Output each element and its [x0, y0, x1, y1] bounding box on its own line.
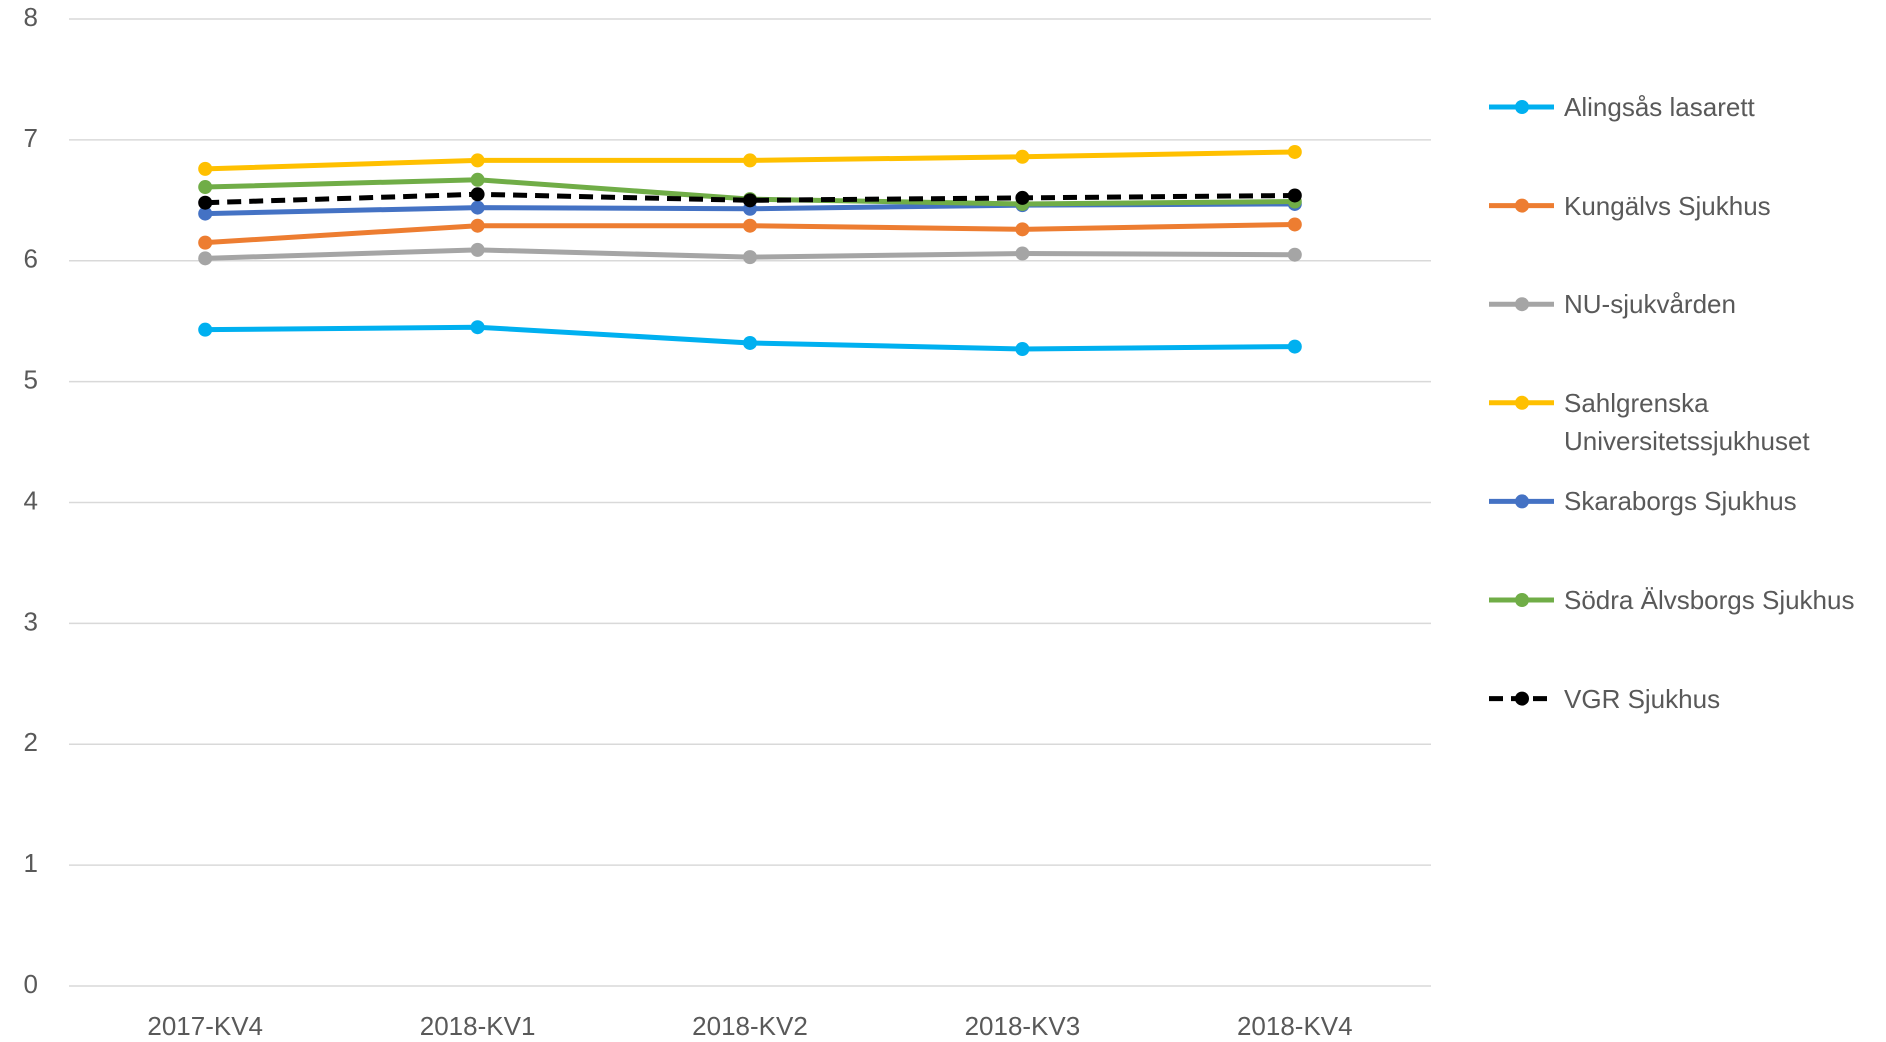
point [1287, 339, 1302, 354]
legend-label: Alingsås lasarett [1564, 92, 1755, 122]
x-tick-label: 2018-KV4 [1237, 1011, 1353, 1041]
point [1287, 144, 1302, 159]
legend-label: Skaraborgs Sjukhus [1564, 486, 1797, 517]
point [198, 161, 213, 176]
legend-label: Södra Älvsborgs Sjukhus [1564, 585, 1855, 615]
point [470, 187, 485, 202]
legend-marker [1515, 593, 1529, 607]
point [1015, 246, 1030, 261]
legend-marker [1515, 691, 1529, 706]
point [1015, 222, 1030, 237]
point [1287, 247, 1302, 262]
legend-marker [1515, 297, 1529, 312]
y-tick-label: 5 [24, 365, 38, 395]
point [1015, 190, 1030, 205]
point [743, 335, 757, 350]
x-tick-label: 2018-KV3 [965, 1011, 1081, 1041]
point [470, 242, 485, 257]
point [198, 195, 213, 210]
point [470, 218, 485, 233]
point [1287, 188, 1302, 203]
y-tick-label: 6 [24, 244, 38, 274]
legend-label: NU-sjukvården [1564, 289, 1736, 320]
series-line [205, 191, 1295, 206]
x-tick-label: 2017-KV4 [147, 1011, 263, 1041]
point [198, 206, 213, 221]
legend-marker [1515, 494, 1529, 509]
x-tick-label: 2018-KV2 [692, 1011, 808, 1041]
point [198, 322, 213, 337]
legend-label: Sahlgrenska Universitetssjukhuset [1564, 387, 1810, 456]
point [198, 180, 213, 195]
point [198, 235, 213, 250]
legend-marker [1515, 100, 1529, 114]
point [198, 251, 213, 266]
point [470, 320, 485, 335]
legend-marker [1515, 198, 1529, 213]
y-tick-label: 1 [24, 848, 38, 878]
legend-marker [1515, 395, 1529, 410]
point [1015, 149, 1030, 164]
y-tick-label: 0 [24, 969, 38, 999]
y-tick-label: 8 [24, 2, 38, 32]
y-tick-label: 2 [24, 727, 38, 757]
point [743, 193, 757, 208]
point [743, 153, 757, 168]
point [743, 218, 757, 233]
point [743, 250, 757, 265]
y-tick-label: 7 [24, 123, 38, 153]
point [1015, 341, 1030, 356]
point [470, 153, 485, 168]
point [1287, 217, 1302, 232]
y-tick-label: 4 [24, 485, 38, 515]
point [470, 200, 485, 215]
legend-label: Kungälvs Sjukhus [1564, 190, 1771, 221]
y-tick-label: 3 [24, 606, 38, 636]
point [470, 172, 485, 187]
x-tick-label: 2018-KV1 [420, 1011, 536, 1041]
legend-label: VGR Sjukhus [1564, 683, 1721, 714]
